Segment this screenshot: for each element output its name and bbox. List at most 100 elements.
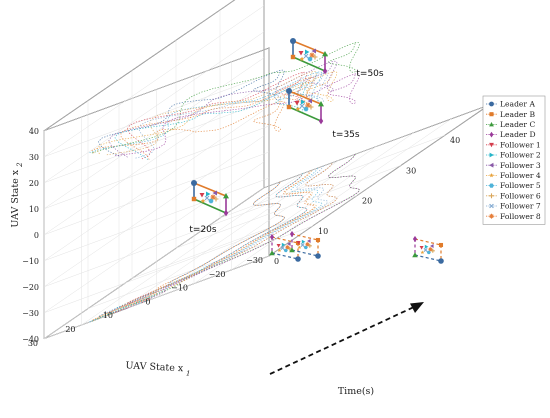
t-tick-label: 40: [450, 136, 460, 145]
legend-entry: Follower 4: [486, 171, 541, 180]
floor-follower-marker: [301, 239, 306, 244]
legend-marker: [489, 101, 494, 107]
follower-4-marker: [295, 106, 301, 111]
grid-line: [268, 104, 490, 257]
legend-marker: [489, 193, 494, 199]
legend-entry: Follower 5: [486, 181, 541, 190]
follower-2-marker: [206, 191, 211, 197]
floor-leader-c-marker: [412, 252, 418, 258]
legend-label: Follower 3: [500, 161, 541, 170]
floor-follower-marker: [430, 244, 434, 248]
formation-edge: [288, 90, 322, 105]
legend-entry: Follower 8: [486, 212, 541, 221]
legend-label: Leader C: [500, 120, 535, 129]
floor-leader-a-marker: [295, 256, 301, 262]
legend-entry: Follower 6: [486, 191, 541, 200]
y-tick-label: 0: [34, 231, 39, 240]
follower-7-marker: [303, 53, 309, 59]
x-tick-label: −30: [246, 256, 263, 265]
legend-label: Leader D: [500, 130, 536, 139]
floor-follower-marker: [423, 248, 428, 252]
follower-5-marker: [208, 198, 214, 204]
x-tick-label: 20: [65, 325, 75, 334]
legend-marker: [489, 183, 494, 188]
follower-2-marker: [305, 49, 310, 55]
snapshot-35s: t=35s: [286, 88, 360, 140]
floor-formation-50s: [412, 235, 444, 264]
legend-marker: [489, 173, 494, 178]
legend-marker: [489, 131, 494, 138]
grid-line: [43, 161, 265, 314]
y-tick-label: −40: [22, 335, 39, 344]
grid-line: [263, 104, 490, 189]
snapshot-label: t=20s: [189, 225, 217, 235]
floor-follower-marker: [428, 247, 433, 252]
trajectory-follower-8: [120, 76, 315, 160]
follower-8-marker: [305, 102, 311, 108]
formation-edge: [193, 198, 227, 214]
floor-formation-edge: [414, 238, 442, 246]
floor-follower-marker: [281, 242, 286, 247]
legend-marker: [489, 142, 494, 148]
legend-label: Follower 5: [500, 181, 541, 190]
x-tick-label: −20: [209, 270, 226, 279]
grid-line: [43, 99, 270, 184]
grid-line: [43, 125, 270, 210]
legend-marker: [489, 213, 494, 219]
legend-label: Follower 4: [500, 171, 541, 180]
legend-box: [482, 95, 546, 225]
snapshot-label: t=50s: [356, 69, 384, 79]
floor-follower-marker: [277, 248, 282, 252]
floor-formation-edge: [271, 252, 299, 260]
x-tick-label: −10: [171, 284, 188, 293]
floor-formation-35s: [289, 230, 321, 259]
t-tick-label: 10: [318, 227, 328, 236]
floor-projection-curve: [114, 153, 360, 314]
grid-line: [43, 31, 265, 184]
grid-line: [43, 73, 270, 158]
grid-line: [131, 195, 358, 279]
legend-marker: [489, 162, 494, 168]
grid-line: [231, 118, 452, 271]
legend-entry: Leader D: [486, 130, 536, 139]
legend-label: Leader B: [500, 110, 535, 119]
t-axis-label: Time(s): [338, 386, 374, 397]
floor-follower-marker: [280, 246, 285, 250]
snapshot-20s: t=20s: [189, 180, 229, 235]
floor-leader-a-marker: [315, 253, 321, 259]
floor-follower-marker: [276, 244, 281, 248]
floor-follower-marker: [296, 241, 301, 245]
grid-line: [43, 229, 270, 314]
follower-4-marker: [299, 56, 305, 61]
time-direction-arrow: [269, 302, 424, 375]
follower-3-marker: [307, 98, 312, 104]
trajectory-follower-7: [135, 72, 328, 159]
floor-follower-marker: [305, 242, 310, 247]
legend-entry: Follower 7: [486, 202, 541, 211]
floor-follower-marker: [283, 248, 288, 253]
grid-line: [43, 255, 270, 340]
x-tick-label: 30: [28, 339, 38, 348]
grid-line: [43, 203, 270, 288]
legend-entry: Leader B: [486, 110, 535, 119]
floor-leader-d-marker: [289, 230, 295, 238]
follower-5-marker: [303, 106, 309, 112]
follower-8-marker: [210, 194, 216, 200]
floor-follower-marker: [424, 244, 429, 249]
t-tick-label: 20: [362, 197, 372, 206]
floor-follower-marker: [307, 239, 311, 243]
tick-labels: −40 −30 −20 −10 0 10 20 30 40 −30 −20 −10 0 10 20 30 0 10…: [22, 106, 504, 348]
grid-line: [43, 135, 265, 288]
leader-d-marker: [223, 209, 229, 217]
legend-entry: Follower 3: [486, 161, 541, 170]
trajectory-leader-b: [91, 100, 285, 154]
grid-line: [43, 47, 270, 132]
leader-d-marker: [318, 117, 324, 125]
left-pane: [43, 0, 265, 339]
grid-line: [219, 134, 446, 219]
grid-lines: [43, 0, 490, 340]
legend-label: Leader A: [500, 100, 535, 109]
floor-leader-a-marker: [438, 258, 444, 264]
x-tick-label: 10: [103, 311, 113, 320]
trajectory-follower-1: [127, 71, 308, 160]
